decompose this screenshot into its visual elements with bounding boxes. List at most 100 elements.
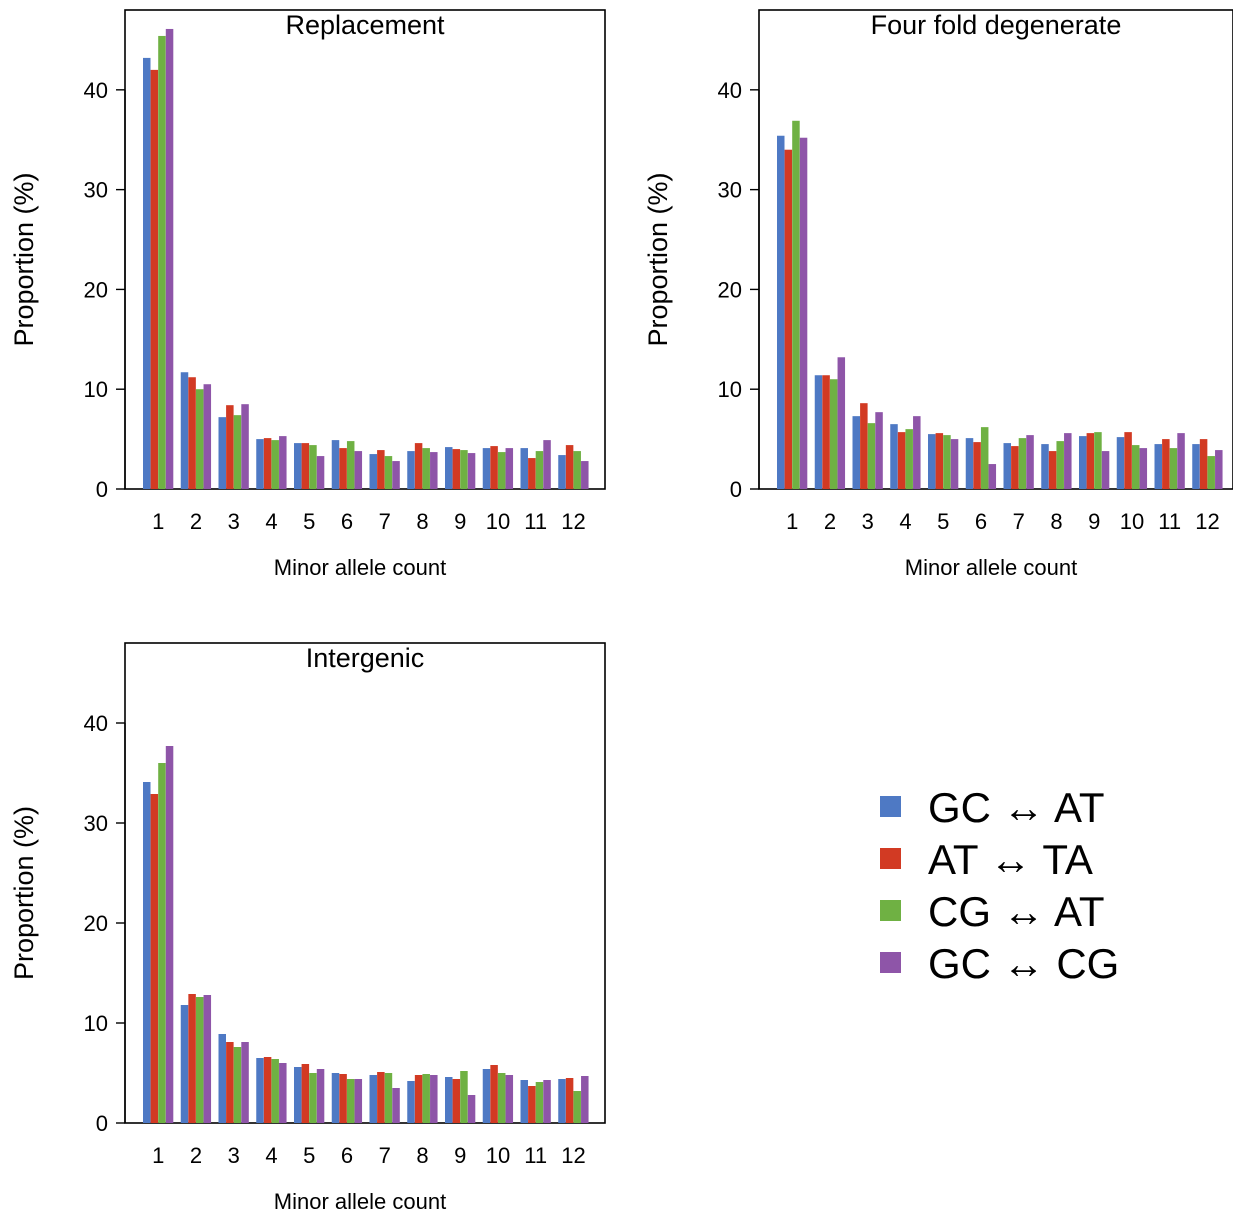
bar (1207, 456, 1215, 489)
bar (890, 424, 898, 489)
y-axis-label: Proportion (%) (9, 172, 39, 346)
bar (573, 1091, 581, 1123)
x-tick-label: 7 (1013, 509, 1025, 534)
bar (331, 1073, 340, 1123)
bar (226, 1042, 234, 1123)
bar (241, 1042, 249, 1123)
bar (158, 763, 166, 1123)
bar (1199, 439, 1208, 489)
x-tick-label: 7 (379, 1143, 391, 1168)
bar (392, 1088, 400, 1123)
y-tick-label: 0 (96, 1111, 108, 1136)
bar (1139, 448, 1148, 489)
bar (950, 439, 959, 489)
bar (377, 450, 385, 489)
bar (430, 1075, 438, 1123)
legend-swatch-gc-cg (880, 952, 901, 973)
bar (263, 1057, 272, 1123)
bar (316, 1069, 325, 1123)
bar (1131, 445, 1140, 489)
bar (867, 423, 876, 489)
x-axis-label: Minor allele count (274, 555, 446, 580)
bar (581, 1076, 589, 1123)
bar (829, 379, 838, 489)
y-tick-label: 40 (718, 78, 742, 103)
bar (256, 1058, 264, 1123)
bar (1018, 438, 1027, 489)
bar (1026, 435, 1034, 489)
y-axis-label: Proportion (%) (643, 172, 673, 346)
bar (565, 1078, 574, 1123)
bar (1064, 433, 1072, 489)
x-tick-label: 12 (561, 1143, 585, 1168)
x-tick-label: 5 (303, 509, 315, 534)
x-tick-label: 12 (1195, 509, 1219, 534)
bar (777, 135, 785, 490)
bar (505, 1075, 514, 1123)
y-tick-label: 30 (84, 811, 108, 836)
x-tick-label: 4 (899, 509, 911, 534)
x-tick-label: 2 (190, 1143, 202, 1168)
bar (1169, 448, 1178, 489)
x-tick-label: 11 (524, 1143, 547, 1168)
bar (150, 794, 159, 1123)
bar (1003, 443, 1011, 489)
bar (897, 432, 906, 489)
x-tick-label: 11 (1158, 509, 1181, 534)
x-tick-label: 1 (786, 509, 798, 534)
bar (414, 443, 423, 489)
panel-title: Four fold degenerate (871, 10, 1122, 40)
bar (528, 458, 536, 489)
bar (218, 417, 226, 489)
bar (1041, 444, 1049, 489)
legend-label-cg-at: CG ↔ AT (928, 888, 1105, 935)
bar (452, 449, 461, 489)
bar (180, 1005, 189, 1123)
y-tick-label: 10 (718, 377, 742, 402)
bar (143, 57, 151, 490)
bar (414, 1075, 423, 1123)
bar (558, 1079, 566, 1123)
x-tick-label: 8 (1050, 509, 1062, 534)
x-tick-label: 4 (265, 509, 277, 534)
bar (520, 1080, 528, 1123)
bar (195, 997, 204, 1123)
bar (467, 453, 476, 489)
x-tick-label: 3 (228, 1143, 240, 1168)
legend-swatch-at-ta (880, 848, 901, 869)
bar (271, 1059, 279, 1123)
bar (165, 28, 174, 490)
bar (279, 436, 287, 489)
bar (301, 443, 310, 489)
x-tick-label: 6 (341, 509, 353, 534)
bar (565, 445, 574, 489)
bar (233, 1047, 242, 1123)
bar (543, 1080, 551, 1123)
y-tick-label: 20 (84, 911, 108, 936)
bar (535, 1082, 544, 1123)
chart-panel-2: Four fold degenerate 0 10 20 30 40 Proportion … (643, 9, 1233, 580)
bar (452, 1079, 461, 1123)
x-tick-label: 8 (416, 509, 428, 534)
bar (1192, 444, 1200, 489)
x-axis-label: Minor allele count (274, 1189, 446, 1214)
x-tick-label: 12 (561, 509, 585, 534)
legend-label-gc-at: GC ↔ AT (928, 784, 1105, 831)
bar (294, 443, 302, 489)
bar (875, 412, 883, 489)
y-tick-label: 0 (96, 477, 108, 502)
bar (490, 1065, 498, 1123)
bar (1101, 451, 1110, 489)
bar (233, 415, 242, 489)
x-tick-label: 1 (152, 509, 164, 534)
y-tick-label: 30 (718, 178, 742, 203)
y-tick-label: 10 (84, 1011, 108, 1036)
legend-swatch-gc-at (880, 796, 901, 817)
bar (852, 416, 860, 489)
panel-title: Replacement (285, 10, 445, 40)
legend-swatch-cg-at (880, 900, 901, 921)
bar (346, 441, 355, 489)
bar (822, 375, 830, 489)
bar (1011, 446, 1019, 489)
bar (784, 149, 793, 489)
